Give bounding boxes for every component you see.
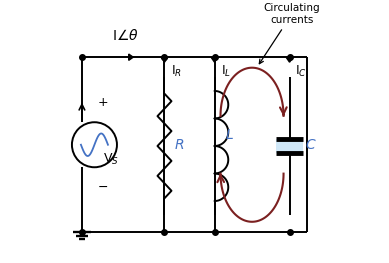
Polygon shape <box>211 58 218 62</box>
Text: V$_S$: V$_S$ <box>103 152 119 167</box>
Polygon shape <box>286 58 293 62</box>
Polygon shape <box>161 58 168 62</box>
Text: L: L <box>226 128 233 142</box>
Text: I$\angle\theta$: I$\angle\theta$ <box>112 28 139 43</box>
Text: −: − <box>98 181 109 194</box>
Text: I$_L$: I$_L$ <box>221 63 231 78</box>
Text: I$_C$: I$_C$ <box>294 63 307 78</box>
Text: R: R <box>175 138 184 152</box>
Polygon shape <box>129 54 133 60</box>
FancyBboxPatch shape <box>276 139 303 153</box>
Text: +: + <box>98 96 109 109</box>
Text: I$_R$: I$_R$ <box>171 63 182 78</box>
Text: Circulating
currents: Circulating currents <box>259 3 321 64</box>
Text: C: C <box>306 138 315 152</box>
